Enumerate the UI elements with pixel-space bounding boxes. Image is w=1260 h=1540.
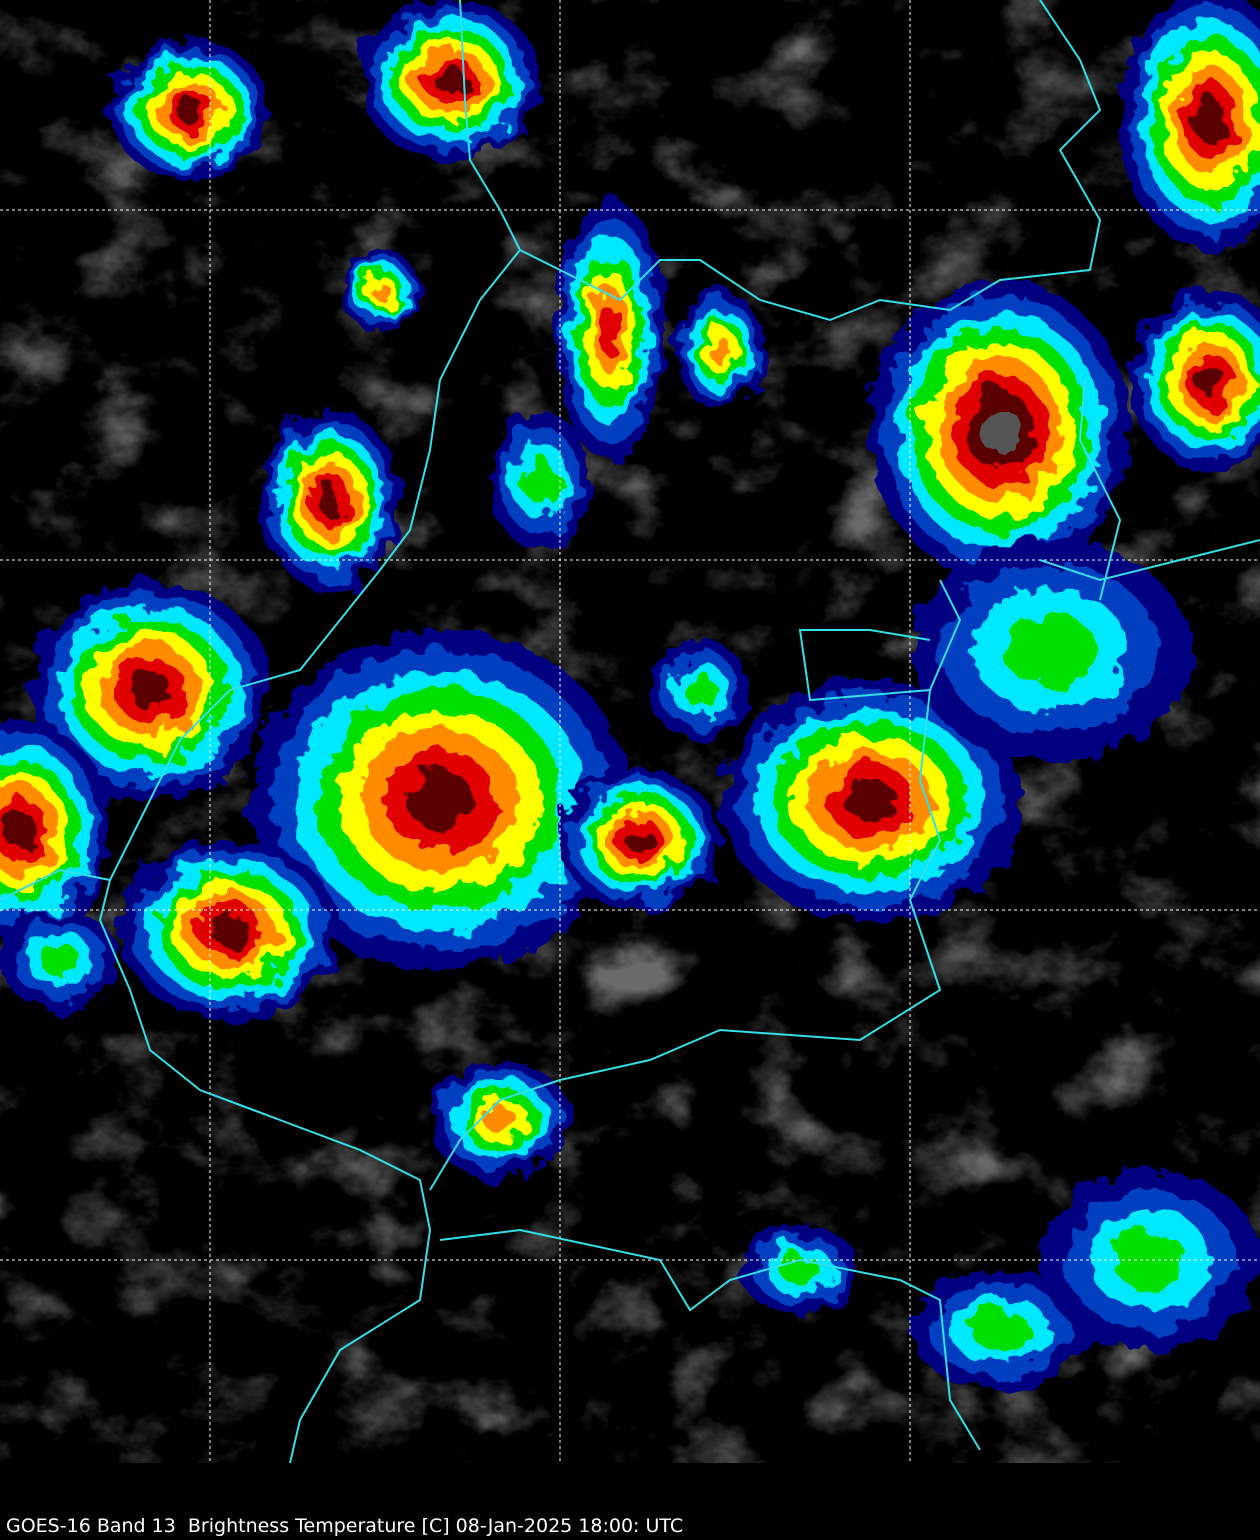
storm-cell-band bbox=[599, 304, 621, 356]
border-line bbox=[98, 0, 522, 1463]
storm-cell-band bbox=[406, 770, 474, 830]
satellite-map bbox=[0, 0, 1260, 1463]
storm-cell-band bbox=[843, 778, 897, 822]
storm-cell-band bbox=[1194, 97, 1226, 143]
storm-cell-band bbox=[317, 484, 343, 516]
storm-cell-band bbox=[175, 97, 205, 123]
storm-cell-band bbox=[979, 406, 1021, 454]
storm-cell-band bbox=[128, 670, 172, 710]
border-line bbox=[798, 579, 962, 702]
storm-cell-band bbox=[970, 1310, 1030, 1350]
storm-cell-band bbox=[523, 456, 557, 504]
storm-cell-band bbox=[483, 1106, 517, 1134]
border-line bbox=[0, 868, 111, 901]
storm-cell-band bbox=[4, 810, 36, 850]
storm-cell-band bbox=[370, 280, 390, 300]
border-line bbox=[1078, 379, 1122, 601]
border-line bbox=[1039, 539, 1260, 582]
storm-cells bbox=[0, 0, 1260, 1390]
lat-lon-grid bbox=[0, 0, 1260, 1463]
storm-cell-band bbox=[1113, 1230, 1187, 1290]
border-line bbox=[429, 689, 942, 1191]
storm-cell-band bbox=[625, 827, 655, 853]
border-line bbox=[519, 0, 1102, 322]
storm-cell-band bbox=[709, 336, 731, 364]
border-line bbox=[439, 1228, 981, 1451]
storm-cell-band bbox=[1003, 613, 1097, 687]
storm-cell-band bbox=[434, 65, 466, 95]
political-borders bbox=[0, 0, 1260, 1463]
storm-cell-band bbox=[40, 943, 80, 977]
storm-cell-band bbox=[1195, 364, 1225, 396]
storm-cell-band bbox=[210, 914, 250, 946]
storm-cell-band bbox=[683, 673, 717, 707]
image-caption: GOES-16 Band 13 Brightness Temperature [… bbox=[6, 1515, 684, 1537]
